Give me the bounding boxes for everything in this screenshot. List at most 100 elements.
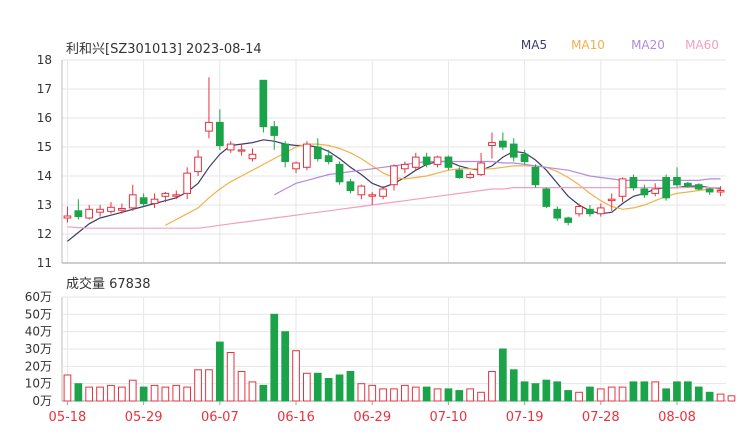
- volume-bar: [139, 386, 148, 402]
- candle: [194, 149, 202, 176]
- candle: [422, 152, 431, 168]
- candle-body: [150, 198, 159, 204]
- volume-bar: [411, 386, 420, 402]
- candle: [607, 193, 616, 211]
- candle-body: [575, 206, 583, 215]
- price-tick-label: 17: [37, 82, 52, 96]
- volume-bar: [607, 386, 616, 402]
- candle-body: [128, 194, 137, 209]
- candle-body: [542, 188, 551, 207]
- candle: [85, 205, 94, 220]
- volume-bar: [324, 378, 333, 402]
- date-label: 06-16: [277, 410, 315, 425]
- candle-body: [455, 169, 464, 178]
- volume-bar: [455, 390, 464, 402]
- candle: [488, 132, 496, 159]
- candle-body: [270, 126, 279, 136]
- candle-body: [281, 143, 289, 163]
- candle: [596, 203, 605, 217]
- volume-bar: [226, 352, 235, 402]
- volume-bar: [346, 371, 355, 402]
- volume-bar: [85, 386, 94, 402]
- candle: [128, 184, 137, 211]
- price-tick-label: 18: [37, 53, 52, 67]
- volume-bar: [259, 384, 268, 402]
- candle: [313, 138, 322, 162]
- candle-body: [248, 153, 257, 160]
- candle: [150, 193, 159, 208]
- volume-bar: [183, 386, 192, 402]
- volume-bar: [531, 383, 540, 402]
- candle-body: [161, 192, 170, 197]
- candle: [542, 187, 551, 208]
- candle-body: [509, 143, 518, 158]
- candle-body: [629, 177, 638, 189]
- volume-bar: [248, 381, 257, 402]
- candle-body: [313, 146, 322, 160]
- candle-body: [662, 177, 670, 199]
- candle-body: [553, 208, 562, 219]
- date-label: 07-19: [506, 410, 544, 425]
- volume-title: 成交量 67838: [66, 277, 151, 292]
- volume-bar: [488, 371, 496, 402]
- candle-body: [368, 194, 377, 197]
- candle: [183, 167, 192, 200]
- ma-line-ma10: [165, 143, 721, 226]
- candle-body: [716, 190, 725, 193]
- volume-tick-label: 10万: [25, 377, 52, 391]
- candle-body: [379, 188, 387, 197]
- price-tick-label: 13: [37, 198, 52, 212]
- candle: [205, 77, 213, 139]
- volume-bar: [74, 383, 83, 402]
- candle: [118, 203, 126, 214]
- volume-bar: [694, 386, 703, 402]
- volume-bar: [422, 386, 431, 402]
- candle: [63, 206, 72, 223]
- price-tick-label: 16: [37, 111, 52, 125]
- candle: [629, 174, 638, 191]
- volume-bar: [640, 381, 649, 402]
- volume-bar: [96, 386, 104, 402]
- volume-bar: [466, 388, 474, 402]
- candle-body: [259, 79, 268, 128]
- candle-body: [303, 143, 311, 168]
- candle-body: [63, 215, 72, 219]
- volume-bar: [335, 374, 344, 402]
- candle: [520, 149, 529, 165]
- candle-body: [139, 197, 148, 205]
- ma-line-ma20: [274, 160, 721, 196]
- legend-ma5: MA5: [521, 38, 547, 52]
- price-tick-label: 11: [37, 256, 52, 270]
- candle: [248, 148, 257, 162]
- volume-bar: [128, 379, 137, 402]
- price-tick-label: 15: [37, 140, 52, 154]
- candle-body: [499, 140, 507, 148]
- candle: [172, 190, 181, 200]
- candle: [368, 191, 377, 205]
- volume-bar: [651, 381, 660, 402]
- volume-tick-label: 60万: [25, 290, 52, 304]
- candle: [705, 187, 714, 195]
- volume-tick-label: 20万: [25, 359, 52, 373]
- candle-body: [411, 156, 420, 168]
- volume-bar: [390, 388, 398, 402]
- candle-body: [618, 178, 627, 197]
- candle: [455, 167, 464, 179]
- volume-bar: [172, 384, 181, 402]
- volume-bar: [161, 386, 170, 402]
- candle-body: [684, 182, 692, 187]
- candle: [259, 79, 268, 133]
- candle: [586, 205, 594, 217]
- volume-bar: [444, 388, 453, 402]
- volume-bar: [586, 386, 594, 402]
- candle: [651, 183, 660, 197]
- candle: [346, 178, 355, 194]
- volume-bar: [553, 381, 562, 402]
- candle: [564, 216, 572, 226]
- candle-body: [401, 163, 409, 170]
- volume-tick-label: 40万: [25, 325, 52, 339]
- candle: [335, 161, 344, 185]
- candle: [673, 167, 681, 188]
- volume-bar: [499, 348, 507, 402]
